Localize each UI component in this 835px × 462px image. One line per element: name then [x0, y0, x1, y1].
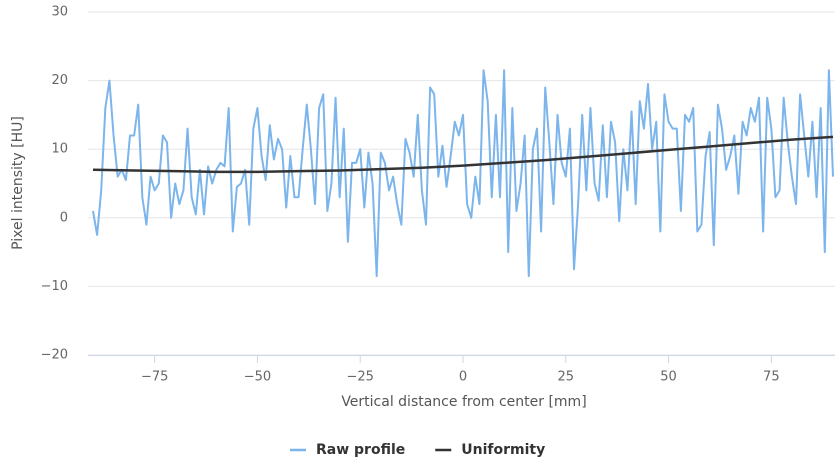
y-tick-label: 0 [60, 210, 68, 225]
y-tick-label: −10 [41, 279, 68, 294]
series-line [92, 69, 834, 278]
x-tick-label: 75 [763, 370, 780, 385]
y-tick-label: 10 [51, 142, 68, 157]
series-line [92, 135, 834, 174]
y-axis-title: Pixel intensity [HU] [10, 116, 26, 250]
x-tick-label: −75 [141, 370, 168, 385]
y-tick-label: −20 [41, 348, 68, 363]
x-axis-title: Vertical distance from center [mm] [341, 394, 586, 410]
legend: Raw profile Uniformity [290, 442, 545, 458]
x-tick-label: −25 [347, 370, 374, 385]
y-tick-label: 20 [51, 73, 68, 88]
x-tick-label: −50 [244, 370, 271, 385]
x-tick-label: 50 [660, 370, 677, 385]
x-tick-label: 25 [558, 370, 575, 385]
legend-label: Raw profile [316, 442, 405, 458]
y-tick-label: 30 [51, 5, 68, 20]
legend-label: Uniformity [461, 442, 545, 458]
x-tick-label: 0 [459, 370, 467, 385]
